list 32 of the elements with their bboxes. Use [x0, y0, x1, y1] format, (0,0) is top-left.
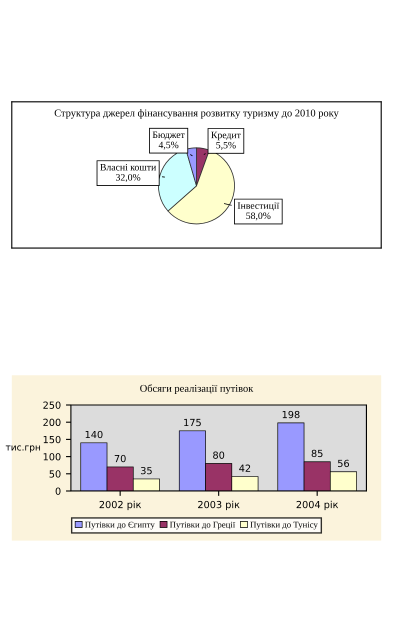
x-tick-label: 2002 рік — [100, 500, 142, 510]
x-tick-label: 2003 рік — [198, 500, 240, 510]
y-tick-label: 150 — [44, 436, 61, 444]
y-tick-label: 200 — [43, 418, 61, 426]
data-label: 70 — [114, 454, 126, 462]
y-tick-label: 100 — [44, 453, 61, 460]
slice-label: Бюджет — [152, 132, 185, 140]
data-label: 175 — [184, 418, 201, 426]
y-tick-label: 0 — [56, 487, 61, 495]
y-axis-title: тис.грн — [6, 445, 40, 452]
data-label: 85 — [312, 450, 323, 458]
data-label: 35 — [140, 466, 152, 474]
legend-label: Путівки до Тунісу — [250, 522, 318, 530]
data-label: 198 — [282, 410, 300, 418]
legend-label: Путівки до Греції — [170, 522, 236, 530]
y-tick-label: 50 — [50, 470, 61, 478]
data-label: 80 — [213, 451, 224, 459]
data-label: 5,5% — [216, 142, 236, 150]
data-label: 140 — [86, 430, 103, 438]
data-label: 56 — [338, 460, 350, 468]
chart-title: Обсяги реалізації путівок — [140, 384, 254, 394]
y-tick-label: 250 — [43, 401, 61, 409]
chart-title: Структура джерел фінансування розвитку туризму до 2010 року — [54, 109, 339, 119]
x-tick-label: 2004 рік — [296, 500, 338, 510]
data-label: 4,5% — [158, 142, 178, 150]
slice-label: Власні кошти — [100, 164, 156, 170]
slice-label: Інвестиції — [238, 202, 280, 211]
data-label: 58,0% — [246, 212, 271, 220]
data-label: 42 — [239, 464, 250, 472]
legend-label: Путівки до Єгипту — [85, 522, 155, 530]
slice-label: Кредит — [211, 132, 241, 140]
data-label: 32,0% — [116, 174, 140, 182]
